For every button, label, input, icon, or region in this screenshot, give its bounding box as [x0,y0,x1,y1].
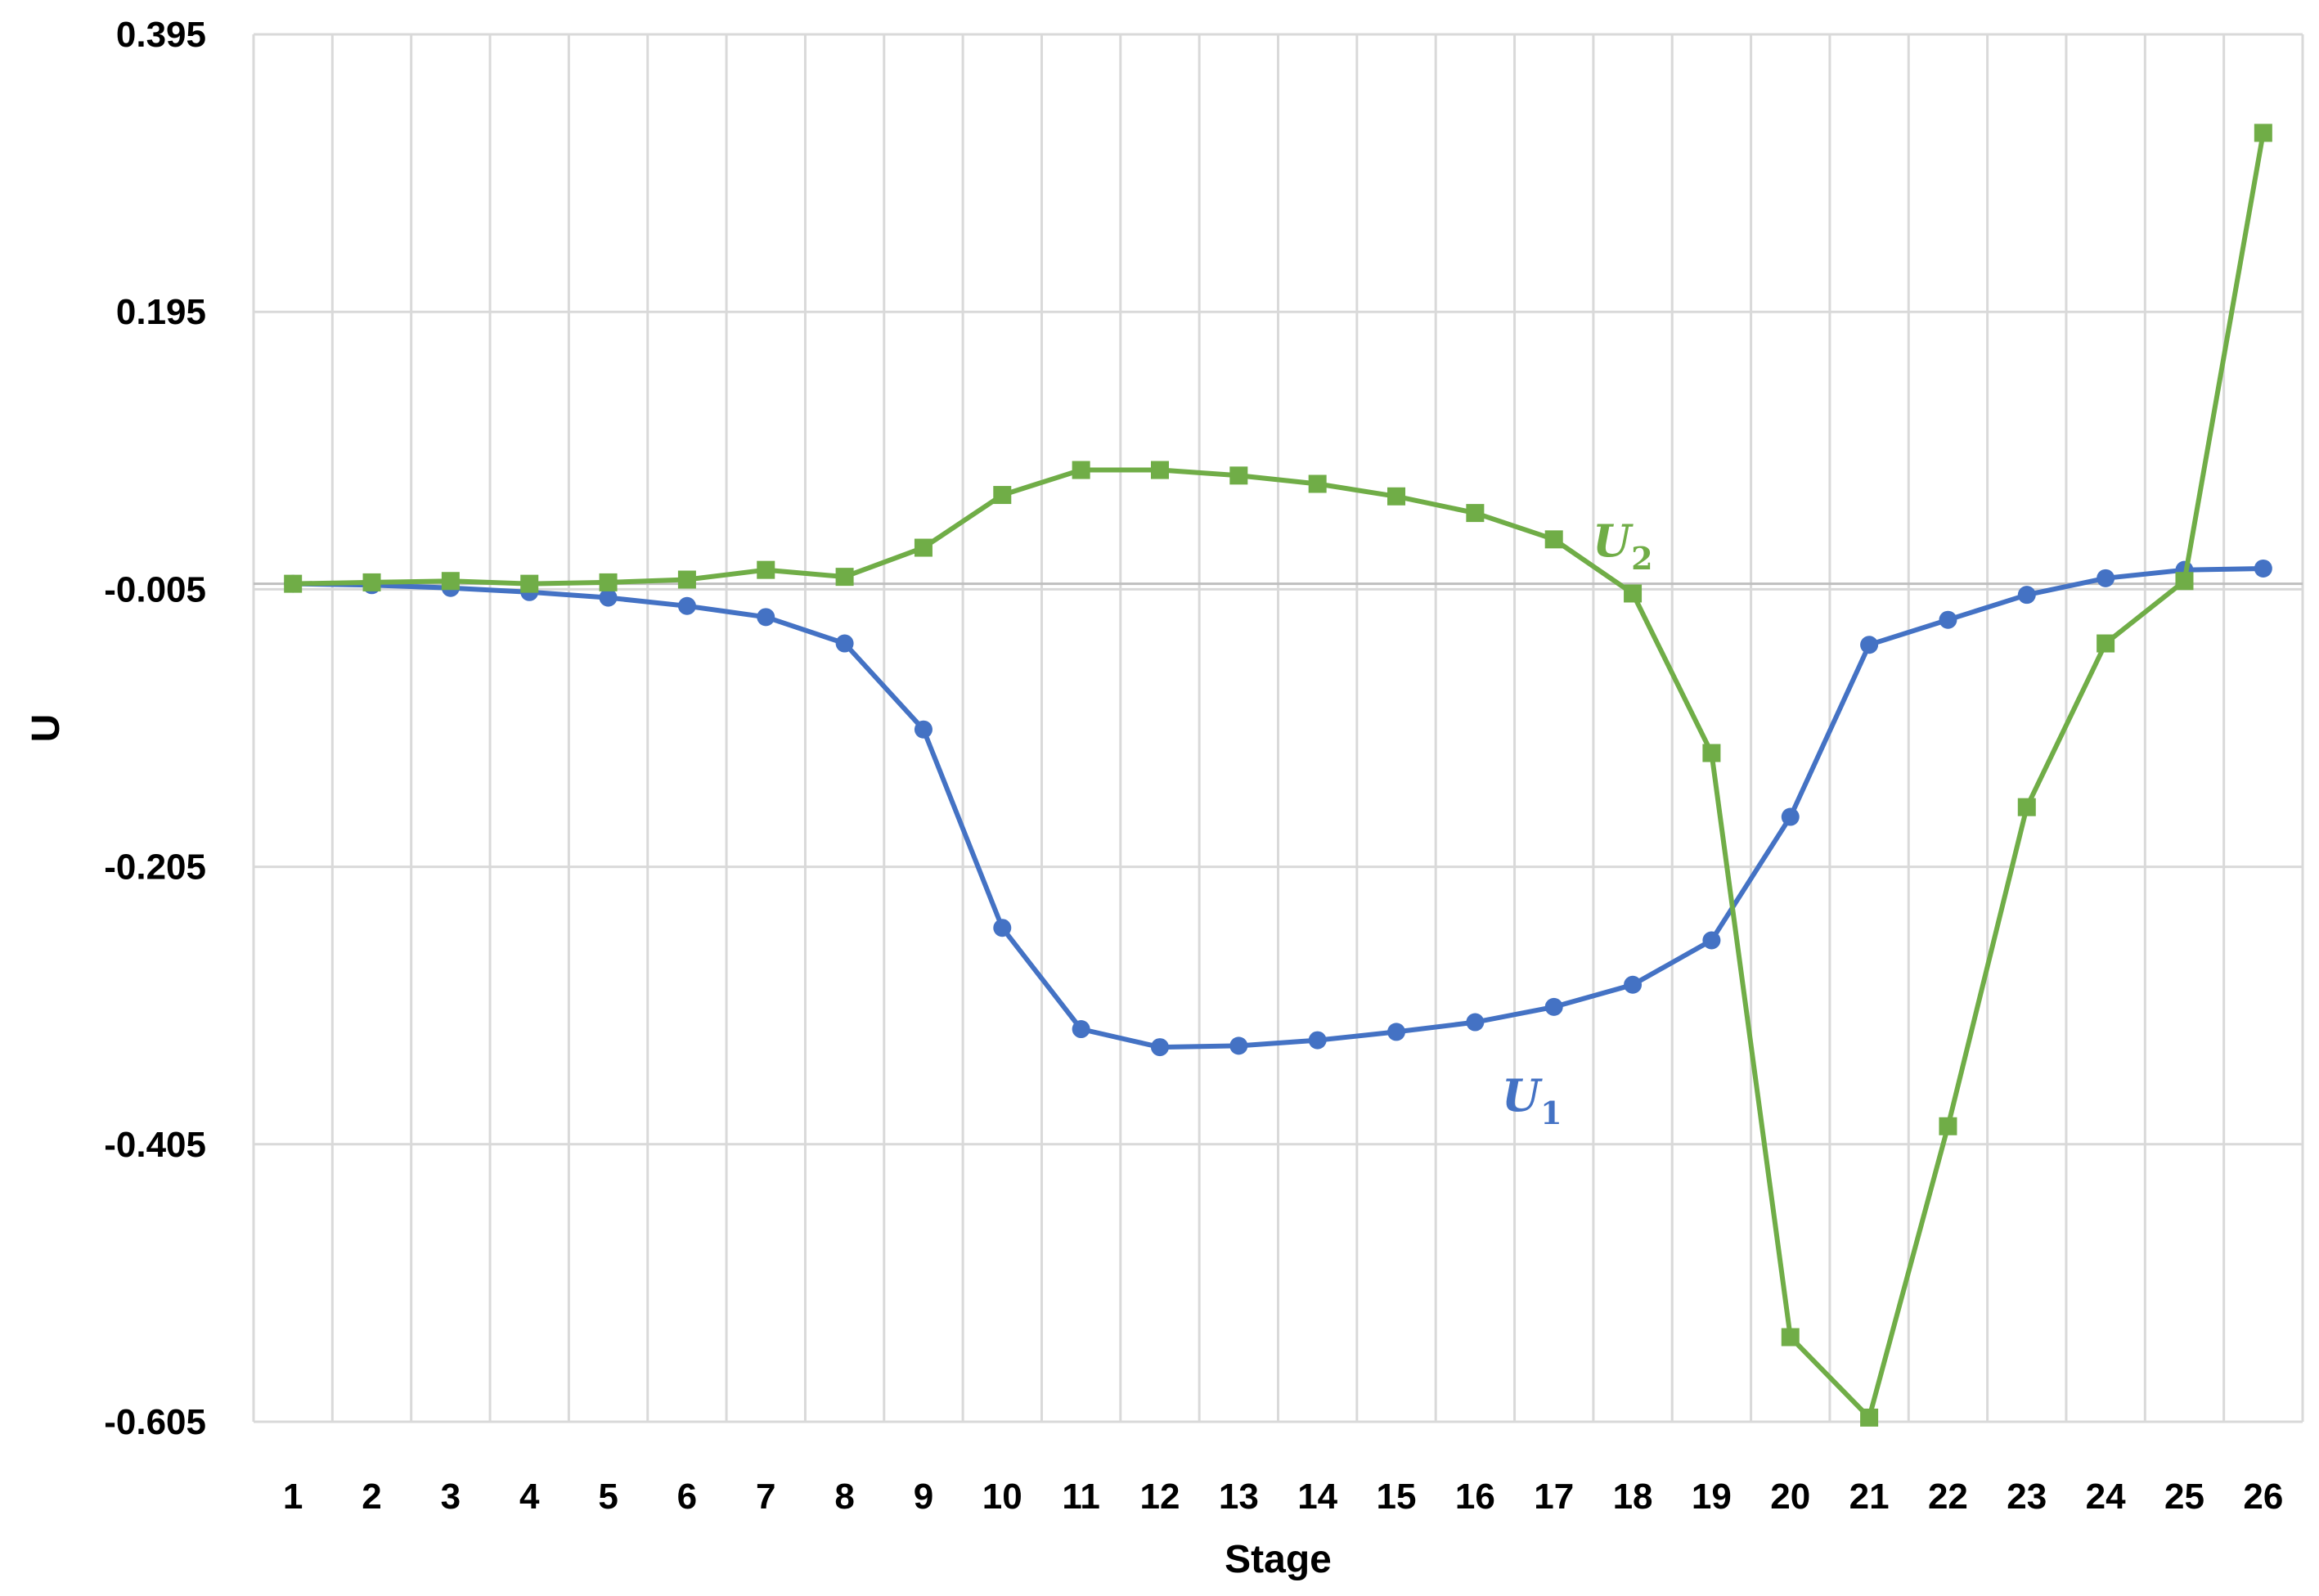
data-point [2254,559,2272,578]
data-point [2254,124,2272,142]
x-tick-label: 14 [1297,1477,1337,1517]
x-tick-label: 12 [1140,1477,1180,1517]
series-label-u1: U1 [1502,1069,1562,1131]
data-point [1387,1023,1406,1041]
series-label-u2: U2 [1593,515,1653,577]
data-point [835,634,854,653]
data-point [1466,1013,1485,1032]
x-tick-label: 24 [2086,1477,2126,1517]
data-point [1860,1408,1879,1427]
y-tick-label: -0.605 [104,1402,206,1442]
y-axis-ticks: 0.395 0.195 -0.005 -0.205 -0.405 -0.605 [104,15,206,1442]
data-point [2097,634,2115,653]
y-tick-label: 0.395 [116,15,206,55]
data-point [1150,1038,1169,1057]
data-point [1072,461,1090,479]
x-tick-label: 5 [598,1477,618,1517]
x-tick-label: 22 [1928,1477,1968,1517]
data-point [1624,584,1643,603]
data-point [1466,504,1485,523]
data-point [599,588,618,607]
data-point [914,720,933,739]
x-tick-label: 9 [914,1477,933,1517]
data-point [362,573,381,591]
gridlines [252,33,2304,1423]
x-tick-label: 7 [756,1477,775,1517]
x-tick-label: 26 [2243,1477,2283,1517]
x-tick-label: 13 [1219,1477,1259,1517]
x-tick-label: 21 [1849,1477,1890,1517]
x-tick-label: 1 [283,1477,303,1517]
y-tick-label: -0.205 [104,847,206,888]
data-point [284,574,303,593]
data-point [835,568,854,587]
data-point [1544,997,1563,1016]
data-point [1308,474,1327,493]
data-point [1150,461,1169,479]
data-point [1229,466,1248,485]
x-tick-label: 3 [441,1477,461,1517]
series-line-u2 [293,132,2266,1420]
series-label-main: U [1593,515,1634,567]
x-tick-label: 2 [362,1477,381,1517]
data-point [599,573,618,591]
series-label-sub: 2 [1631,540,1652,577]
data-point [1781,1328,1800,1346]
data-point [1860,636,1879,654]
data-point [1624,975,1643,994]
series-u2 [284,124,2272,1427]
y-tick-label: 0.195 [116,292,206,332]
data-point [1072,1020,1090,1039]
data-point [993,919,1012,937]
x-tick-label: 10 [982,1477,1022,1517]
data-point [2017,798,2036,816]
x-tick-label: 8 [834,1477,854,1517]
data-point [2097,569,2115,587]
data-point [1702,931,1721,950]
x-tick-label: 6 [677,1477,697,1517]
x-axis-title: Stage [1225,1538,1332,1581]
data-point [2017,586,2036,605]
series-label-sub: 1 [1540,1095,1562,1131]
data-point [1939,1117,1957,1135]
x-tick-label: 17 [1534,1477,1574,1517]
data-point [757,560,775,579]
y-tick-label: -0.405 [104,1125,206,1165]
y-tick-label: -0.005 [104,569,206,609]
x-tick-label: 11 [1062,1477,1100,1517]
data-point [677,570,696,589]
x-tick-label: 4 [519,1477,540,1517]
x-tick-label: 25 [2164,1477,2204,1517]
data-point [1229,1036,1248,1055]
data-point [520,574,539,593]
x-tick-label: 16 [1455,1477,1495,1517]
data-point [677,596,696,615]
data-point [1939,610,1957,629]
data-point [2175,572,2194,591]
x-tick-label: 23 [2007,1477,2047,1517]
series-line-u1 [293,566,2263,1050]
data-point [441,572,460,591]
x-tick-label: 20 [1770,1477,1810,1517]
data-point [914,538,933,557]
series-label-main: U [1502,1069,1543,1122]
x-tick-label: 15 [1377,1477,1417,1517]
data-point [993,486,1012,505]
data-point [757,608,775,627]
data-point [1387,487,1406,506]
data-point [1702,744,1721,762]
data-point [1308,1031,1327,1050]
data-point [1781,807,1800,826]
series-group [284,124,2272,1427]
y-axis-title: U [25,714,68,743]
x-axis-ticks: 1 2 3 4 5 6 7 8 9 10 11 12 13 14 15 16 17 18 19 20 21 22 23 24 2… [283,1477,2283,1517]
x-tick-label: 18 [1613,1477,1653,1517]
data-point [1544,530,1563,549]
x-tick-label: 19 [1692,1477,1732,1517]
